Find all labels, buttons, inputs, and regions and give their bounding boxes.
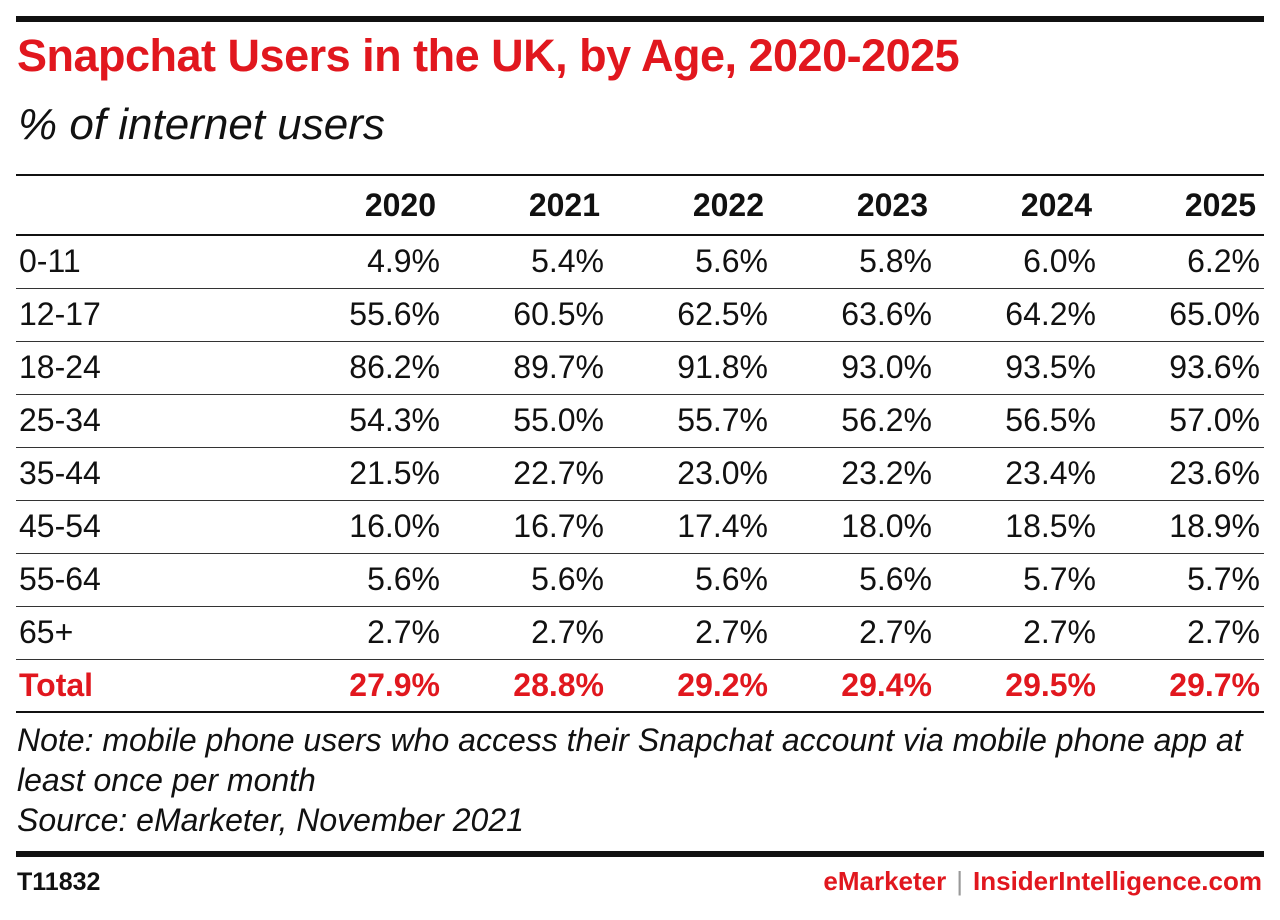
table-cell: 57.0% [1169,402,1260,438]
table-row: 45-54 16.0% 16.7% 17.4% 18.0% 18.5% 18.9% [16,500,1264,553]
table-cell: 89.7% [513,349,604,385]
table-cell: 6.2% [1187,243,1260,280]
table-cell: 93.6% [1169,349,1260,385]
total-cell: 29.5% [1005,666,1096,703]
table-cell: 17.4% [677,508,768,544]
table-cell: 5.8% [859,243,932,280]
chart-id: T11832 [17,868,101,896]
table-cell: 16.7% [513,508,604,544]
table-cell: 2.7% [695,614,768,650]
table-row: 65+ 2.7% 2.7% 2.7% 2.7% 2.7% 2.7% [16,606,1264,659]
table-cell: 86.2% [349,349,440,385]
table-row: 0-11 4.9% 5.4% 5.6% 5.8% 6.0% 6.2% [16,235,1264,288]
table-cell: 63.6% [841,296,932,332]
table-cell: 2.7% [367,614,440,650]
table-cell: 55.6% [349,296,440,332]
bottom-rule [16,851,1264,857]
total-label: Total [19,666,94,703]
row-label: 25-34 [19,402,101,438]
table-cell: 5.6% [531,561,604,597]
table-cell: 6.0% [1023,243,1096,280]
table-row: 25-34 54.3% 55.0% 55.7% 56.2% 56.5% 57.0% [16,394,1264,447]
table-cell: 4.9% [367,243,440,280]
row-label: 45-54 [19,508,101,544]
notes: Note: mobile phone users who access thei… [17,720,1262,840]
data-table: 2020 2021 2022 2023 2024 2025 0-11 4.9% 5.… [16,174,1264,713]
brand-insiderintelligence-link[interactable]: InsiderIntelligence.com [973,866,1262,896]
total-cell: 27.9% [349,666,440,703]
row-label: 18-24 [19,349,101,385]
table-cell: 2.7% [1187,614,1260,650]
table-cell: 5.6% [859,561,932,597]
row-label: 0-11 [19,243,81,280]
table-cell: 5.7% [1023,561,1096,597]
brand-emarketer-logo: eMarketer [823,866,947,896]
table-cell: 2.7% [1023,614,1096,650]
table-row: 35-44 21.5% 22.7% 23.0% 23.2% 23.4% 23.6% [16,447,1264,500]
table-cell: 56.2% [841,402,932,438]
table-cell: 2.7% [531,614,604,650]
table-cell: 21.5% [349,455,440,491]
total-cell: 29.4% [841,666,932,703]
table-body: 0-11 4.9% 5.4% 5.6% 5.8% 6.0% 6.2% 12-17 55.6% 60… [16,235,1264,712]
table-cell: 54.3% [349,402,440,438]
table-cell: 5.4% [531,243,604,280]
table-cell: 60.5% [513,296,604,332]
footer-brand: eMarketer | InsiderIntelligence.com [823,866,1262,897]
table-cell: 64.2% [1005,296,1096,332]
column-header-2025: 2025 [1184,186,1256,223]
table-cell: 55.0% [513,402,604,438]
table-cell: 23.4% [1005,455,1096,491]
table-cell: 23.0% [677,455,768,491]
table-cell: 65.0% [1169,296,1260,332]
table-row: 12-17 55.6% 60.5% 62.5% 63.6% 64.2% 65.0% [16,288,1264,341]
top-rule [16,16,1264,22]
row-label: 55-64 [19,561,101,597]
table-row: 55-64 5.6% 5.6% 5.6% 5.6% 5.7% 5.7% [16,553,1264,606]
row-label: 35-44 [19,455,101,491]
row-label: 65+ [19,614,74,650]
table-cell: 5.6% [367,561,440,597]
table-cell: 5.6% [695,561,768,597]
table-cell: 56.5% [1005,402,1096,438]
table-cell: 93.0% [841,349,932,385]
table-cell: 55.7% [677,402,768,438]
column-header-2024: 2024 [1020,186,1092,223]
note-text: Note: mobile phone users who access thei… [17,722,1243,798]
chart-subtitle: % of internet users [18,100,385,149]
table-cell: 23.6% [1169,455,1260,491]
table-cell: 18.0% [841,508,932,544]
header-row: 2020 2021 2022 2023 2024 2025 [16,175,1264,235]
brand-separator: | [956,866,964,896]
table-row: 18-24 86.2% 89.7% 91.8% 93.0% 93.5% 93.6% [16,341,1264,394]
table-cell: 16.0% [349,508,440,544]
table-cell: 23.2% [841,455,932,491]
header-corner [16,175,280,235]
chart-title: Snapchat Users in the UK, by Age, 2020-2… [17,30,960,81]
table-cell: 18.5% [1005,508,1096,544]
table-cell: 22.7% [513,455,604,491]
column-header-2022: 2022 [692,186,764,223]
column-header-2020: 2020 [364,186,436,223]
total-cell: 29.7% [1169,666,1260,703]
column-header-2023: 2023 [856,186,928,223]
row-label: 12-17 [19,296,101,332]
table-cell: 2.7% [859,614,932,650]
column-header-2021: 2021 [528,186,600,223]
table-cell: 5.7% [1187,561,1260,597]
total-cell: 29.2% [677,666,768,703]
source-text: Source: eMarketer, November 2021 [17,802,524,838]
table-cell: 62.5% [677,296,768,332]
table-cell: 5.6% [695,243,768,280]
table-cell: 91.8% [677,349,768,385]
total-cell: 28.8% [513,666,604,703]
total-row: Total 27.9% 28.8% 29.2% 29.4% 29.5% 29.7% [16,659,1264,712]
table-cell: 18.9% [1169,508,1260,544]
table-cell: 93.5% [1005,349,1096,385]
